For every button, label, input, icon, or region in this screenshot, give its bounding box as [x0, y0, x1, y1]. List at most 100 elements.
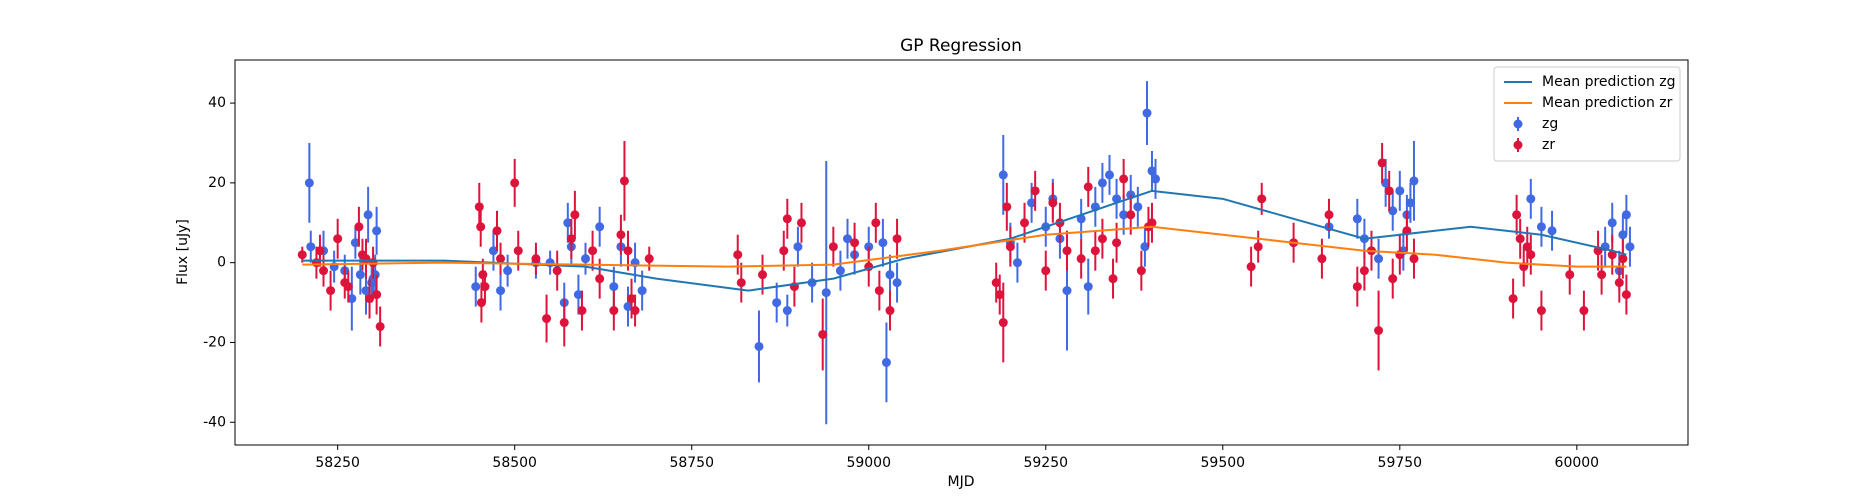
data-point — [1005, 242, 1015, 252]
data-point — [1359, 266, 1369, 276]
data-point — [1062, 286, 1072, 296]
data-point — [733, 250, 743, 260]
data-point — [503, 266, 513, 276]
data-point — [1381, 178, 1391, 188]
data-point — [991, 278, 1001, 288]
data-point — [881, 357, 891, 367]
data-point — [559, 318, 569, 328]
data-point — [570, 210, 580, 220]
x-tick-label: 58500 — [492, 455, 537, 471]
data-point — [372, 290, 382, 300]
data-point — [1048, 198, 1058, 208]
mean-line — [302, 189, 1627, 292]
data-point — [1607, 218, 1617, 228]
data-point — [326, 286, 336, 296]
data-point — [998, 170, 1008, 180]
data-point — [1625, 242, 1635, 252]
data-point — [372, 226, 382, 236]
data-point — [1515, 234, 1525, 244]
data-point — [1076, 254, 1086, 264]
data-point — [1522, 242, 1532, 252]
y-tick-label: 20 — [208, 175, 226, 191]
data-point — [496, 254, 506, 264]
legend-swatch — [1513, 140, 1523, 150]
data-point — [595, 274, 605, 284]
data-point — [616, 230, 626, 240]
data-point — [782, 214, 792, 224]
data-point — [542, 314, 552, 324]
data-point — [1374, 254, 1384, 264]
data-point — [874, 286, 884, 296]
data-point — [1108, 274, 1118, 284]
data-point — [1607, 250, 1617, 260]
data-point — [488, 246, 498, 256]
data-point — [1030, 186, 1040, 196]
data-point — [609, 306, 619, 316]
data-point — [1136, 266, 1146, 276]
data-point — [998, 318, 1008, 328]
data-point — [375, 322, 385, 332]
data-point — [892, 278, 902, 288]
data-point — [566, 234, 576, 244]
x-axis-label: MJD — [948, 474, 975, 490]
y-axis-label: Flux [uJy] — [175, 219, 191, 285]
data-point — [552, 266, 562, 276]
legend-label: Mean prediction zg — [1542, 74, 1676, 90]
data-point — [871, 218, 881, 228]
y-tick-label: -40 — [203, 414, 226, 430]
data-point — [1140, 242, 1150, 252]
data-point — [627, 294, 637, 304]
legend-label: zr — [1542, 137, 1555, 153]
data-point — [1097, 178, 1107, 188]
data-point — [821, 288, 831, 298]
data-point — [828, 242, 838, 252]
x-tick-label: 60000 — [1555, 455, 1600, 471]
data-point — [1104, 170, 1114, 180]
data-point — [796, 218, 806, 228]
data-point — [1147, 166, 1157, 176]
data-point — [510, 178, 520, 188]
data-point — [1547, 226, 1557, 236]
data-point — [1253, 242, 1263, 252]
data-point — [573, 290, 583, 300]
data-point — [343, 282, 353, 292]
data-point — [496, 286, 506, 296]
data-point — [1020, 218, 1030, 228]
data-point — [1352, 214, 1362, 224]
data-point — [1133, 202, 1143, 212]
plot-area — [297, 81, 1635, 425]
y-tick-label: 0 — [217, 255, 226, 271]
data-point — [1526, 250, 1536, 260]
data-point — [474, 202, 484, 212]
data-point — [304, 178, 314, 188]
legend-swatch — [1513, 119, 1523, 129]
legend-label: zg — [1542, 116, 1558, 132]
data-point — [1565, 270, 1575, 280]
data-point — [354, 222, 364, 232]
data-point — [361, 286, 371, 296]
data-point — [1388, 206, 1398, 216]
data-point — [363, 210, 373, 220]
data-point — [779, 246, 789, 256]
data-point — [1083, 182, 1093, 192]
data-point — [588, 246, 598, 256]
data-point — [347, 294, 357, 304]
legend-box — [1493, 66, 1681, 162]
data-point — [1579, 306, 1589, 316]
data-point — [1405, 198, 1415, 208]
data-point — [1112, 238, 1122, 248]
x-tick-label: 58750 — [669, 455, 714, 471]
data-point — [1374, 325, 1384, 335]
data-point — [818, 329, 828, 339]
y-tick-label: -20 — [203, 334, 226, 350]
data-point — [623, 302, 633, 312]
data-point — [630, 306, 640, 316]
data-point — [1147, 218, 1157, 228]
data-point — [365, 294, 375, 304]
data-point — [782, 306, 792, 316]
data-point — [995, 290, 1005, 300]
chart-title: GP Regression — [900, 36, 1022, 56]
data-point — [619, 176, 629, 186]
data-point — [1142, 108, 1152, 118]
data-point — [842, 234, 852, 244]
